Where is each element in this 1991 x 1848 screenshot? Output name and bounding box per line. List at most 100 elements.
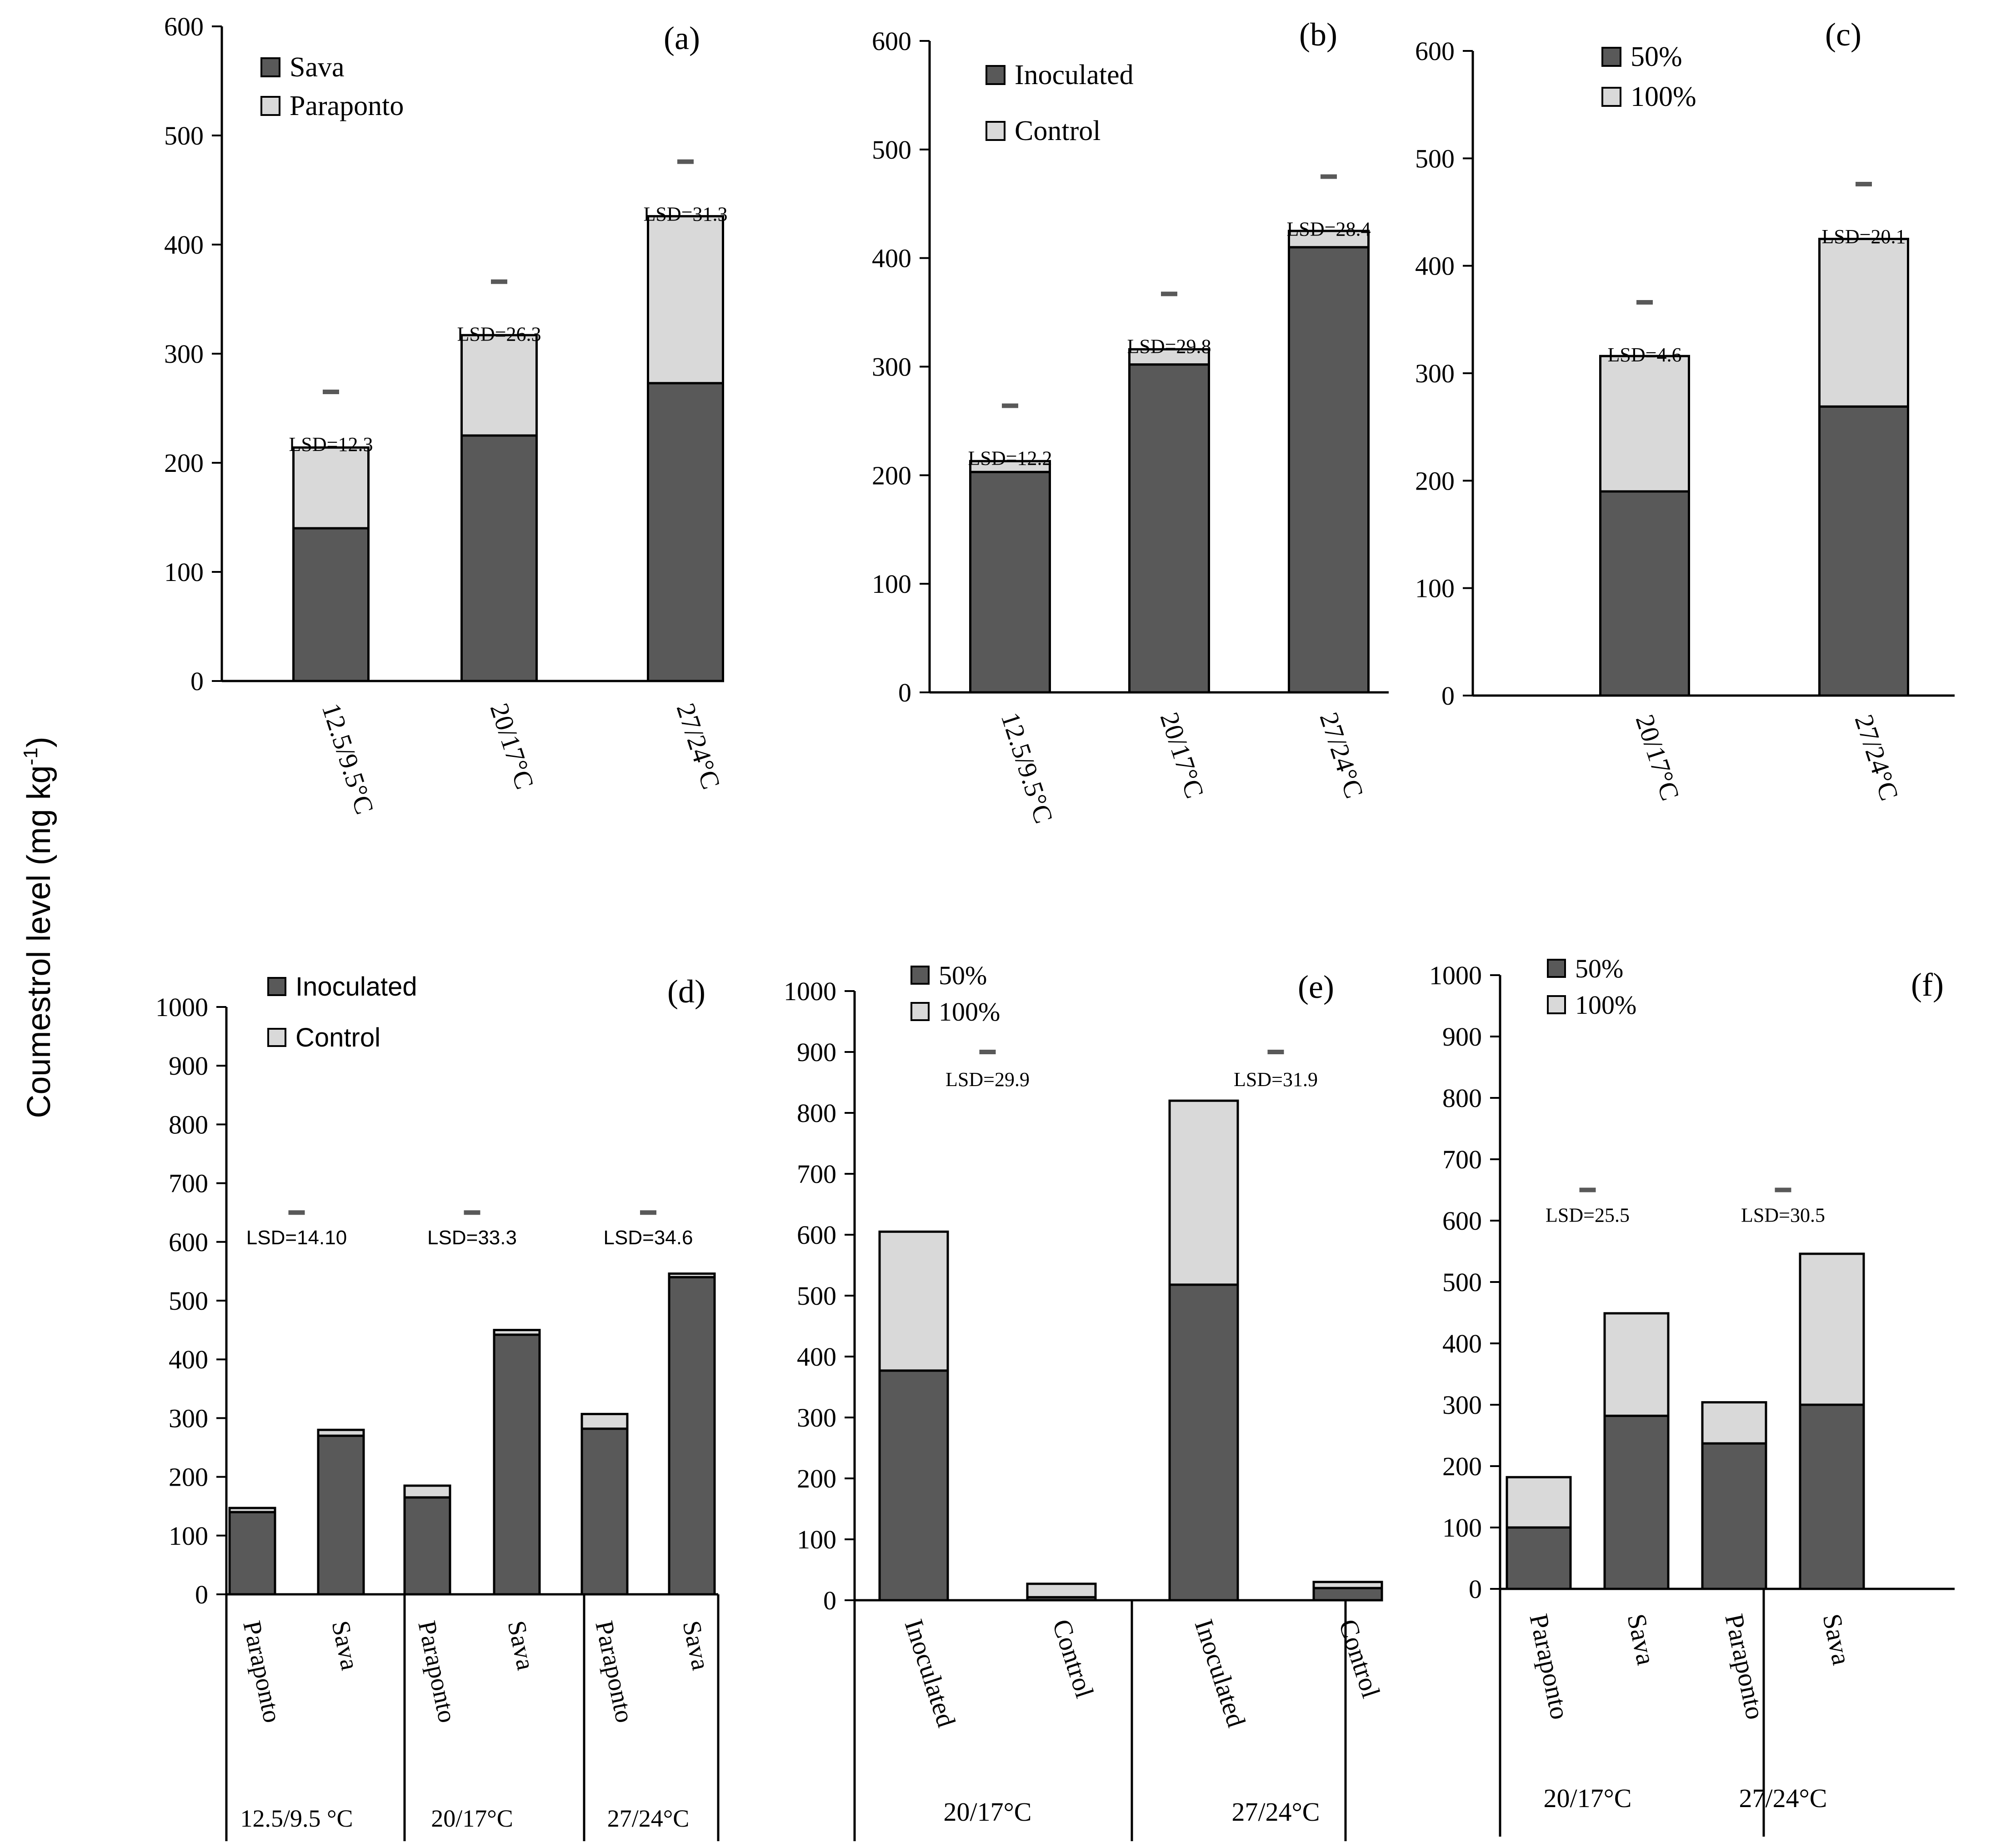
y-tick-label: 200: [1415, 466, 1455, 496]
x-tick-label: Sava: [1621, 1611, 1661, 1668]
legend-swatch: [267, 1028, 286, 1047]
legend-swatch: [1547, 995, 1566, 1014]
legend: 50% 100%: [1601, 41, 1696, 112]
legend-label: 50%: [1631, 41, 1682, 72]
y-tick-label: 300: [797, 1403, 836, 1432]
y-axis-title: Coumestrol level (mg kg-1): [20, 736, 57, 1118]
bar-inoculated: [580, 1427, 629, 1596]
bar-inoculated: [668, 1276, 716, 1596]
y-tick-label: 700: [797, 1159, 836, 1189]
y-tick-label: 600: [797, 1220, 836, 1250]
lsd-label: LSD=12.3: [289, 433, 373, 456]
x-tick-label: 20/17°C: [1630, 711, 1686, 804]
bar-inoculated: [1128, 363, 1210, 694]
x-tick-label: 12.5/9.5°C: [996, 709, 1059, 827]
legend: Inoculated Control: [985, 60, 1134, 146]
legend-label: Control: [1015, 115, 1101, 146]
group-label: 27/24°C: [1232, 1797, 1320, 1827]
bar-100-: [1799, 1252, 1865, 1406]
lsd-label: LSD=12.2: [968, 447, 1052, 469]
legend-label: 100%: [939, 997, 1000, 1027]
y-tick-label: 400: [169, 1345, 208, 1374]
panel-e: 0 100 200 300 400 500 600 700 800 900 1000 Inoculat…: [784, 961, 1386, 1841]
legend-swatch: [267, 977, 286, 996]
x-tick-label: 27/24°C: [1849, 711, 1905, 804]
group-label: 12.5/9.5 °C: [240, 1805, 353, 1832]
bar-100-: [1701, 1401, 1767, 1445]
bar-sava: [292, 527, 370, 682]
bar-50-: [1603, 1414, 1670, 1590]
bar-inoculated: [403, 1496, 451, 1596]
x-tick-label: Inoculated: [899, 1616, 961, 1731]
bar-inoculated: [493, 1333, 541, 1596]
legend-swatch: [260, 96, 280, 116]
bar-100-: [1026, 1583, 1097, 1598]
y-tick-label: 200: [797, 1464, 836, 1493]
y-tick-label: 500: [169, 1286, 208, 1316]
y-tick-label: 900: [1442, 1022, 1482, 1052]
x-tick-label: 12.5/9.5°C: [316, 700, 380, 818]
bar-100-: [878, 1230, 949, 1372]
bar-inoculated: [317, 1434, 365, 1596]
bar-paraponto: [292, 446, 370, 530]
panel-d: 0 100 200 300 400 500 600 700 800 900 1000 Parapont…: [155, 972, 720, 1841]
legend-swatch: [1601, 47, 1621, 67]
y-tick-label: 800: [169, 1110, 208, 1139]
bar-100-: [1506, 1476, 1572, 1529]
bar-50-: [1599, 490, 1690, 697]
y-tick-label: 100: [872, 569, 911, 599]
y-tick-label: 300: [1415, 359, 1455, 388]
panel-label: (d): [667, 973, 705, 1010]
group-label: 20/17°C: [944, 1797, 1032, 1827]
y-tick-label: 400: [1442, 1329, 1482, 1358]
bar-100-: [1312, 1581, 1383, 1589]
x-tick-label: Inoculated: [1189, 1616, 1251, 1731]
panel-a: 0 100 200 300 400 500 600 12.5/9.5°C 20/17°C 27/2…: [164, 12, 727, 818]
lsd-label: LSD=31.3: [644, 203, 728, 225]
y-tick-label: 400: [797, 1342, 836, 1372]
x-tick-label: Control: [1047, 1616, 1100, 1702]
legend-label: Paraponto: [290, 90, 404, 121]
y-tick-label: 0: [898, 678, 911, 707]
x-tick-label: Sava: [326, 1618, 364, 1673]
y-tick-label: 300: [169, 1403, 208, 1433]
bar-100-: [1603, 1312, 1670, 1417]
y-tick-label: 600: [164, 12, 204, 41]
legend: 50% 100%: [910, 961, 1000, 1027]
y-tick-label: 1000: [1429, 961, 1482, 990]
lsd-label: LSD=20.1: [1822, 225, 1906, 248]
y-tick-label: 0: [190, 666, 204, 696]
x-tick-label: 20/17°C: [485, 700, 540, 793]
x-tick-label: Paraponto: [590, 1618, 639, 1725]
panel-label: (b): [1299, 16, 1337, 53]
y-tick-label: 900: [169, 1051, 208, 1081]
x-tick-label: Sava: [1817, 1611, 1856, 1668]
y-tick-label: 0: [823, 1586, 836, 1615]
panel-label: (a): [664, 20, 700, 56]
bar-control: [668, 1272, 716, 1278]
panel-f: 0 100 200 300 400 500 600 700 800 900 1000 Parapont…: [1429, 954, 1955, 1837]
y-tick-label: 0: [195, 1580, 208, 1609]
legend-swatch: [1601, 87, 1621, 107]
y-axis-title-sup: -1: [20, 747, 42, 765]
lsd-label: LSD=30.5: [1741, 1204, 1825, 1227]
svg-text:Coumestrol level (mg kg-1): Coumestrol level (mg kg-1): [20, 736, 57, 1118]
y-tick-label: 0: [1469, 1574, 1482, 1604]
bar-inoculated: [969, 471, 1051, 694]
legend: 50% 100%: [1547, 954, 1636, 1020]
y-tick-label: 100: [1442, 1513, 1482, 1543]
bar-control: [228, 1507, 276, 1513]
legend-label: 100%: [1631, 81, 1696, 112]
bar-paraponto: [647, 215, 724, 385]
bar-100-: [1599, 355, 1690, 493]
lsd-label: LSD=4.6: [1608, 344, 1682, 366]
y-tick-label: 500: [1442, 1267, 1482, 1297]
legend: Sava Paraponto: [260, 52, 404, 121]
y-tick-label: 600: [169, 1227, 208, 1257]
bar-inoculated: [228, 1511, 276, 1596]
x-tick-label: Paraponto: [237, 1618, 286, 1725]
y-tick-label: 800: [1442, 1083, 1482, 1113]
panel-label: (f): [1911, 967, 1944, 1003]
bar-50-: [1701, 1442, 1767, 1590]
